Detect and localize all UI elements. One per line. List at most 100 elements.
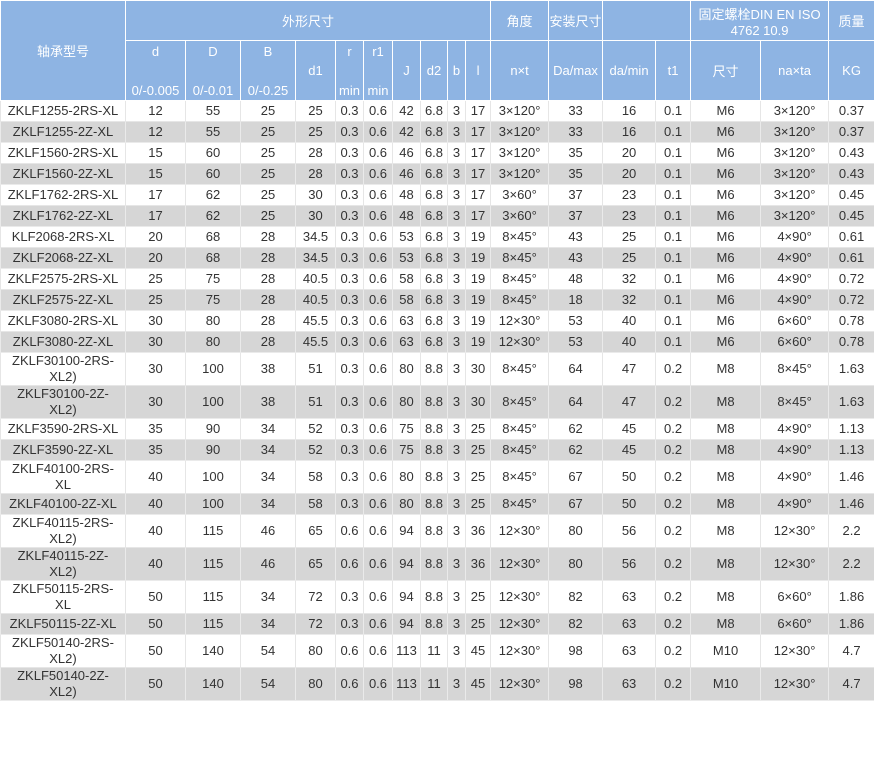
value-cell: M8 (690, 418, 762, 440)
value-cell: 0.3 (335, 493, 364, 515)
value-cell: 1.86 (828, 580, 874, 614)
value-cell: 80 (392, 460, 421, 494)
value-cell: 0.6 (363, 184, 393, 206)
column-header: na×ta (760, 40, 830, 101)
table-row: ZKLF30100-2Z-XL2) 30 100 38 51 0.3 0.6 80 8.8 3 30… (0, 385, 874, 419)
column-header: d 0/-0.005 (125, 40, 186, 101)
table-body: ZKLF1255-2RS-XL 12 55 25 25 0.3 0.6 42 6.8 3 17 3×1… (0, 100, 874, 701)
value-cell: 0.6 (363, 289, 393, 311)
value-cell: 37 (548, 184, 604, 206)
header-row: 轴承型号 外形尺寸 角度 安装尺寸 固定螺栓DIN EN ISO 4762 10.… (0, 0, 874, 101)
value-cell: 0.3 (335, 268, 364, 290)
value-cell: 6.8 (420, 247, 448, 269)
value-cell: 0.1 (655, 289, 692, 311)
model-cell: ZKLF2575-2Z-XL (0, 289, 126, 311)
value-cell: 0.6 (363, 439, 393, 461)
column-header-box: n×t (491, 42, 548, 100)
value-cell: 80 (295, 667, 336, 701)
value-cell: 0.6 (363, 613, 393, 635)
table-row: ZKLF30100-2RS-XL2) 30 100 38 51 0.3 0.6 80 8.8 3 3… (0, 352, 874, 386)
table-header: 轴承型号 外形尺寸 角度 安装尺寸 固定螺栓DIN EN ISO 4762 10.… (0, 0, 874, 101)
value-cell: 45 (602, 439, 657, 461)
value-cell: 8×45° (490, 289, 550, 311)
value-cell: 6.8 (420, 331, 448, 353)
value-cell: 0.61 (828, 226, 874, 248)
value-cell: 0.37 (828, 121, 874, 143)
value-cell: 51 (295, 385, 336, 419)
bolt-line: 4762 10.9 (730, 22, 789, 38)
value-cell: 48 (392, 184, 421, 206)
column-header: l (464, 40, 492, 101)
model-cell: ZKLF50115-2Z-XL (0, 613, 126, 635)
value-cell: 82 (548, 580, 604, 614)
value-cell: 51 (295, 352, 336, 386)
value-cell: 11 (420, 634, 448, 668)
value-cell: 0.72 (828, 268, 874, 290)
value-cell: 4×90° (760, 289, 830, 311)
value-cell: 0.2 (655, 667, 692, 701)
value-cell: 0.2 (655, 460, 692, 494)
value-cell: 6.8 (420, 205, 448, 227)
value-cell: 4×90° (760, 493, 830, 515)
model-cell: ZKLF50140-2Z-XL2) (0, 667, 126, 701)
header-cell: 固定螺栓DIN EN ISO 4762 10.9 (690, 0, 830, 41)
table-row: ZKLF40115-2RS-XL2) 40 115 46 65 0.6 0.6 94 8.8 3 3… (0, 514, 874, 548)
value-cell: 0.1 (655, 184, 692, 206)
value-cell: 3×60° (490, 205, 550, 227)
value-cell: 35 (125, 439, 186, 461)
table-row: ZKLF40100-2RS-XL 40 100 34 58 0.3 0.6 80 8.8 3 25 8… (0, 460, 874, 494)
value-cell: 25 (295, 100, 336, 122)
value-cell: 8×45° (490, 226, 550, 248)
value-cell: 80 (295, 634, 336, 668)
value-cell: 30 (464, 352, 492, 386)
value-cell: 58 (392, 268, 421, 290)
value-cell: 80 (392, 493, 421, 515)
value-cell: 1.63 (828, 385, 874, 419)
value-cell: 0.2 (655, 385, 692, 419)
value-cell: 3×120° (760, 142, 830, 164)
value-cell: 100 (185, 460, 241, 494)
value-cell: 8.8 (420, 580, 448, 614)
value-cell: 140 (185, 667, 241, 701)
value-cell: 8×45° (490, 247, 550, 269)
value-cell: 6.8 (420, 121, 448, 143)
value-cell: 8×45° (490, 493, 550, 515)
value-cell: M6 (690, 121, 762, 143)
value-cell: 3×120° (490, 121, 550, 143)
value-cell: 40.5 (295, 268, 336, 290)
model-cell: ZKLF1560-2Z-XL (0, 163, 126, 185)
value-cell: 0.1 (655, 163, 692, 185)
value-cell: 50 (125, 613, 186, 635)
value-cell: 53 (548, 310, 604, 332)
value-cell: 6.8 (420, 289, 448, 311)
value-cell: 6.8 (420, 163, 448, 185)
value-cell: 23 (602, 184, 657, 206)
value-cell: 4×90° (760, 268, 830, 290)
table-row: ZKLF50140-2Z-XL2) 50 140 54 80 0.6 0.6 113 11 3 45… (0, 667, 874, 701)
value-cell: 34.5 (295, 247, 336, 269)
value-cell: 1.13 (828, 418, 874, 440)
value-cell: 25 (125, 268, 186, 290)
model-cell: ZKLF50115-2RS-XL (0, 580, 126, 614)
value-cell: 58 (295, 493, 336, 515)
value-cell: 4×90° (760, 226, 830, 248)
column-header: da/min (602, 40, 657, 101)
column-label: d (151, 43, 160, 59)
value-cell: M8 (690, 514, 762, 548)
value-cell: 100 (185, 493, 241, 515)
value-cell: 3 (447, 352, 466, 386)
value-cell: 0.3 (335, 331, 364, 353)
value-cell: 56 (602, 514, 657, 548)
value-cell: 0.3 (335, 352, 364, 386)
value-cell: 0.6 (363, 163, 393, 185)
value-cell: 8.8 (420, 460, 448, 494)
value-cell: 8×45° (760, 352, 830, 386)
value-cell: M8 (690, 439, 762, 461)
value-cell: 12×30° (760, 547, 830, 581)
column-label: b (452, 63, 461, 78)
value-cell: 3×60° (490, 184, 550, 206)
value-cell: 3 (447, 205, 466, 227)
value-cell: 80 (392, 352, 421, 386)
value-cell: 3 (447, 580, 466, 614)
value-cell: 28 (240, 247, 296, 269)
